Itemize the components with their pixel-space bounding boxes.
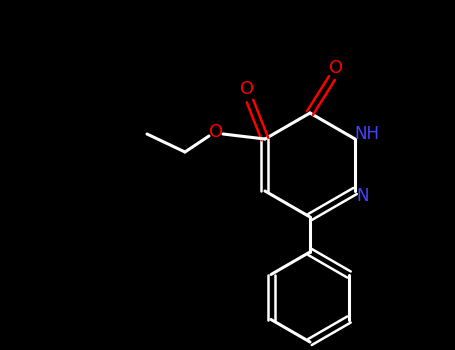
Text: O: O — [209, 123, 223, 141]
Text: NH: NH — [354, 125, 379, 143]
Text: O: O — [329, 59, 343, 77]
Text: O: O — [240, 80, 254, 98]
Text: N: N — [357, 187, 369, 205]
